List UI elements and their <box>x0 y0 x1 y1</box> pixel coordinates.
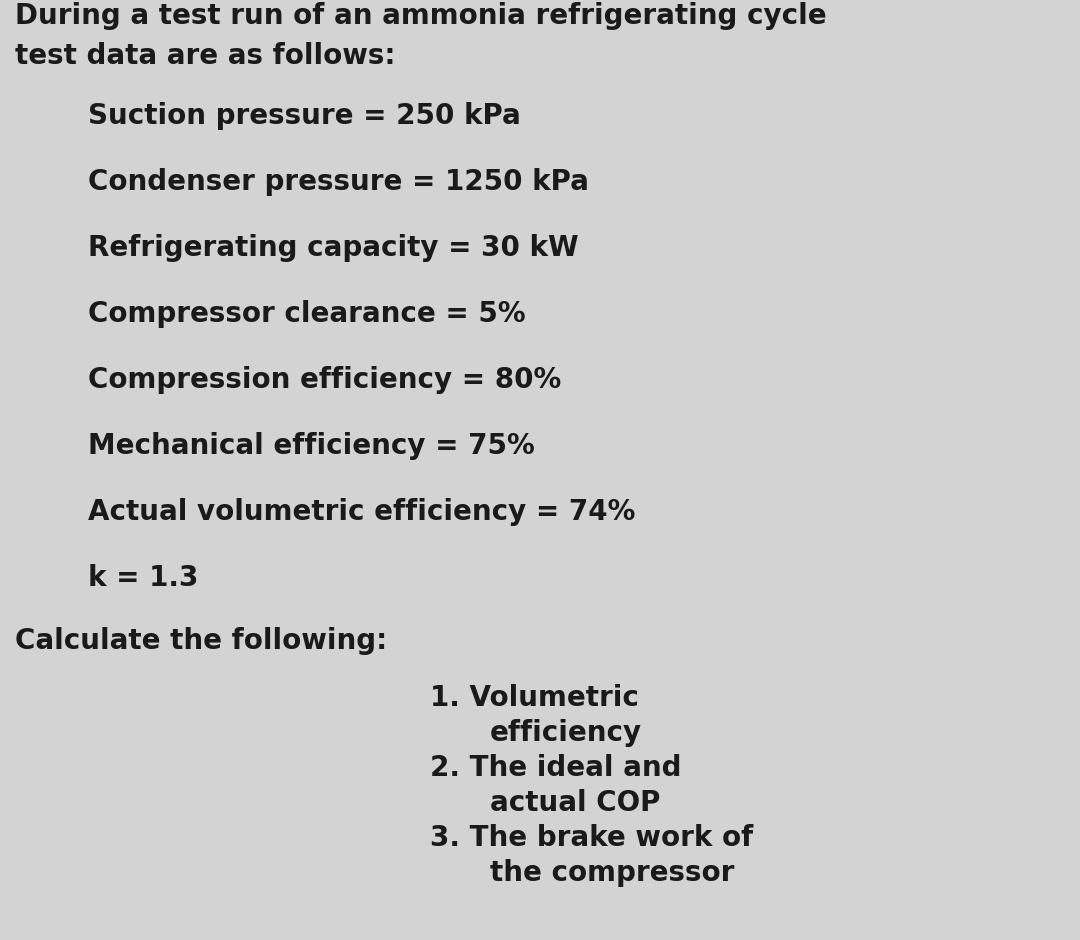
Text: efficiency: efficiency <box>490 719 643 747</box>
Text: Mechanical efficiency = 75%: Mechanical efficiency = 75% <box>87 432 535 460</box>
Text: k = 1.3: k = 1.3 <box>87 564 199 592</box>
Text: Suction pressure = 250 kPa: Suction pressure = 250 kPa <box>87 102 521 130</box>
Text: Compression efficiency = 80%: Compression efficiency = 80% <box>87 366 562 394</box>
Text: During a test run of an ammonia refrigerating cycle: During a test run of an ammonia refriger… <box>15 2 826 30</box>
Text: Condenser pressure = 1250 kPa: Condenser pressure = 1250 kPa <box>87 168 589 196</box>
Text: 3. The brake work of: 3. The brake work of <box>430 824 753 852</box>
Text: 1. Volumetric: 1. Volumetric <box>430 684 639 712</box>
Text: Refrigerating capacity = 30 kW: Refrigerating capacity = 30 kW <box>87 234 579 262</box>
Text: the compressor: the compressor <box>490 859 734 887</box>
Text: actual COP: actual COP <box>490 789 660 817</box>
Text: Compressor clearance = 5%: Compressor clearance = 5% <box>87 300 526 328</box>
Text: test data are as follows:: test data are as follows: <box>15 42 395 70</box>
Text: Actual volumetric efficiency = 74%: Actual volumetric efficiency = 74% <box>87 498 635 526</box>
Text: Calculate the following:: Calculate the following: <box>15 627 388 655</box>
Text: 2. The ideal and: 2. The ideal and <box>430 754 681 782</box>
